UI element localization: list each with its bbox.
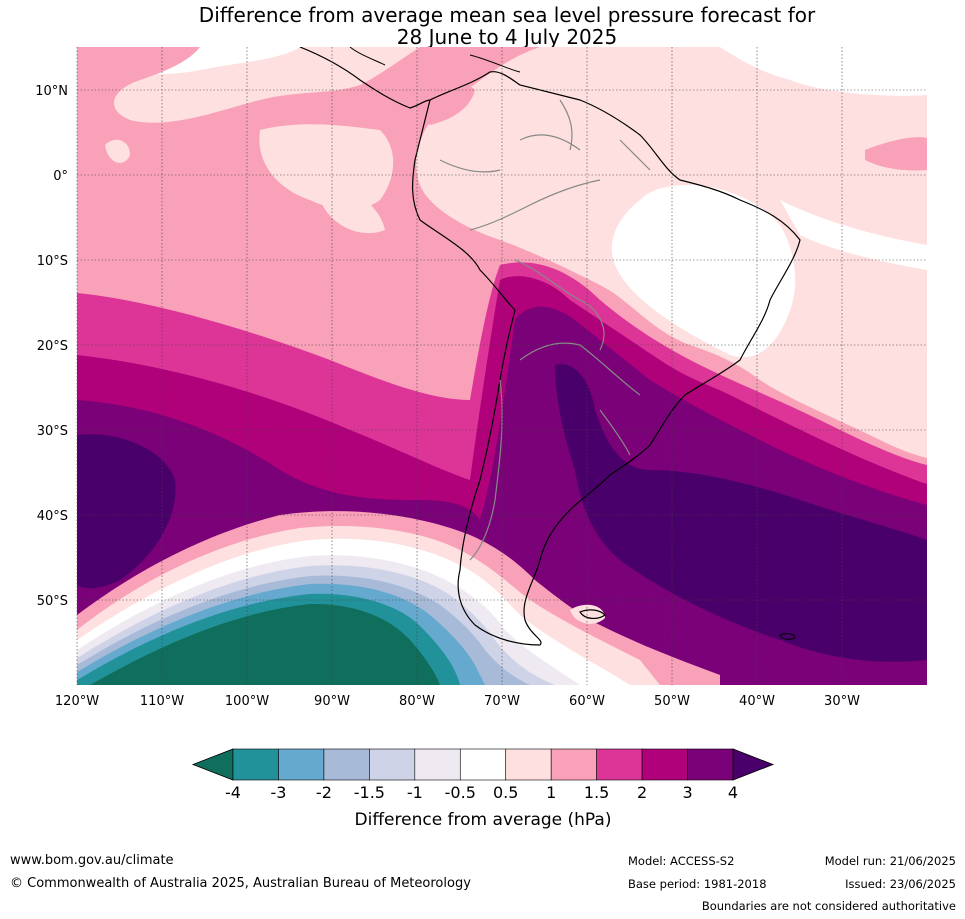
contour-gt4-west xyxy=(77,434,176,589)
colorbar-segment xyxy=(505,748,552,781)
contour-light-patch-central xyxy=(259,124,394,210)
contour-pink-patch-east xyxy=(865,137,927,171)
footer-model: Model: ACCESS-S2 xyxy=(628,854,735,868)
colorbar-tick-label: -1.5 xyxy=(354,783,385,802)
title-line-1: Difference from average mean sea level p… xyxy=(198,3,816,27)
boundary-line-7 xyxy=(439,159,501,173)
lat-label: 50°S xyxy=(37,594,68,609)
boundary-line-2 xyxy=(514,259,605,351)
contour-falklands-patch xyxy=(570,604,605,624)
lon-label: 90°W xyxy=(314,694,350,709)
central-america-coastline xyxy=(299,47,431,109)
contour-light-patch-south xyxy=(320,175,385,234)
south-america-coastline xyxy=(412,71,801,646)
colorbar xyxy=(191,748,775,781)
lon-label: 110°W xyxy=(140,694,184,709)
colorbar-segment xyxy=(459,748,507,781)
boundary-line-1 xyxy=(469,179,601,231)
contour-white-brazil xyxy=(611,185,796,358)
latitude-labels: 10°N 0° 10°S 20°S 30°S 40°S 50°S xyxy=(35,84,68,609)
lon-label: 100°W xyxy=(225,694,269,709)
colorbar-tick-label: -3 xyxy=(270,783,286,802)
colorbar-segment xyxy=(596,748,643,781)
chart-title: Difference from average mean sea level p… xyxy=(0,4,965,48)
footer-base-period: Base period: 1981-2018 xyxy=(628,877,767,891)
contour-south-lt-m4 xyxy=(90,603,440,685)
boundary-line-5 xyxy=(599,409,631,456)
colorbar-tick-label: 4 xyxy=(728,783,738,802)
colorbar-arrow-right xyxy=(732,748,775,781)
colorbar-segment xyxy=(323,748,370,781)
colorbar-tick-label: 2 xyxy=(637,783,647,802)
colorbar-segment xyxy=(550,748,597,781)
lon-label: 70°W xyxy=(484,694,520,709)
longitude-labels: 120°W 110°W 100°W 90°W 80°W 70°W 60°W 50… xyxy=(55,694,860,709)
contour-light-patch-west xyxy=(105,139,130,163)
colorbar-tick-label: 3 xyxy=(682,783,692,802)
colorbar-segment xyxy=(369,748,416,781)
colorbar-tick-labels: -4 -3 -2 -1.5 -1 -0.5 0.5 1 1.5 2 3 4 xyxy=(225,783,738,802)
colorbar-tick-label: 0.5 xyxy=(493,783,518,802)
title-line-2: 28 June to 4 July 2025 xyxy=(396,25,618,49)
colorbar-tick-label: 1.5 xyxy=(584,783,609,802)
contour-gt4-atlantic xyxy=(555,364,927,662)
lon-label: 80°W xyxy=(399,694,435,709)
footer-model-run: Model run: 21/06/2025 xyxy=(824,854,956,868)
caribbean-coastline xyxy=(349,47,521,73)
boundary-line-8 xyxy=(559,99,573,151)
colorbar-segment xyxy=(414,748,461,781)
colorbar-segment xyxy=(687,748,734,781)
falkland-islands xyxy=(579,609,606,619)
footer-website: www.bom.gov.au/climate xyxy=(10,853,174,868)
country-boundaries xyxy=(439,99,651,561)
colorbar-segment xyxy=(641,748,688,781)
contour-white-north-east xyxy=(720,47,927,96)
lat-label: 10°S xyxy=(37,254,68,269)
lon-label: 120°W xyxy=(55,694,99,709)
lon-label: 60°W xyxy=(569,694,605,709)
colorbar-tick-label: -4 xyxy=(225,783,241,802)
lat-label: 10°N xyxy=(35,84,68,99)
lon-label: 50°W xyxy=(654,694,690,709)
lat-label: 20°S xyxy=(37,339,68,354)
colorbar-segment xyxy=(278,748,325,781)
colorbar-tick-label: 1 xyxy=(546,783,556,802)
map-gridlines xyxy=(76,47,927,685)
footer-copyright: © Commonwealth of Australia 2025, Austra… xyxy=(10,876,471,891)
colorbar-tick-label: -2 xyxy=(316,783,332,802)
contour-white-atlantic xyxy=(780,200,927,270)
lat-label: 0° xyxy=(53,169,68,184)
boundary-line-4 xyxy=(469,379,503,561)
colorbar-segment xyxy=(232,748,279,781)
boundary-line-9 xyxy=(619,139,651,171)
footer-disclaimer: Boundaries are not considered authoritat… xyxy=(701,899,956,913)
contour-pink-patch-panama xyxy=(414,84,475,125)
boundary-line-3 xyxy=(519,342,641,396)
lat-label: 30°S xyxy=(37,424,68,439)
south-georgia-island xyxy=(779,633,796,640)
boundary-line-6 xyxy=(519,134,581,151)
colorbar-arrow-left xyxy=(191,748,234,781)
colorbar-tick-label: -0.5 xyxy=(445,783,476,802)
lat-label: 40°S xyxy=(37,509,68,524)
lon-label: 40°W xyxy=(739,694,775,709)
colorbar-tick-label: -1 xyxy=(407,783,423,802)
footer-issued: Issued: 23/06/2025 xyxy=(845,877,956,891)
colorbar-title: Difference from average (hPa) xyxy=(355,810,612,830)
lon-label: 30°W xyxy=(824,694,860,709)
